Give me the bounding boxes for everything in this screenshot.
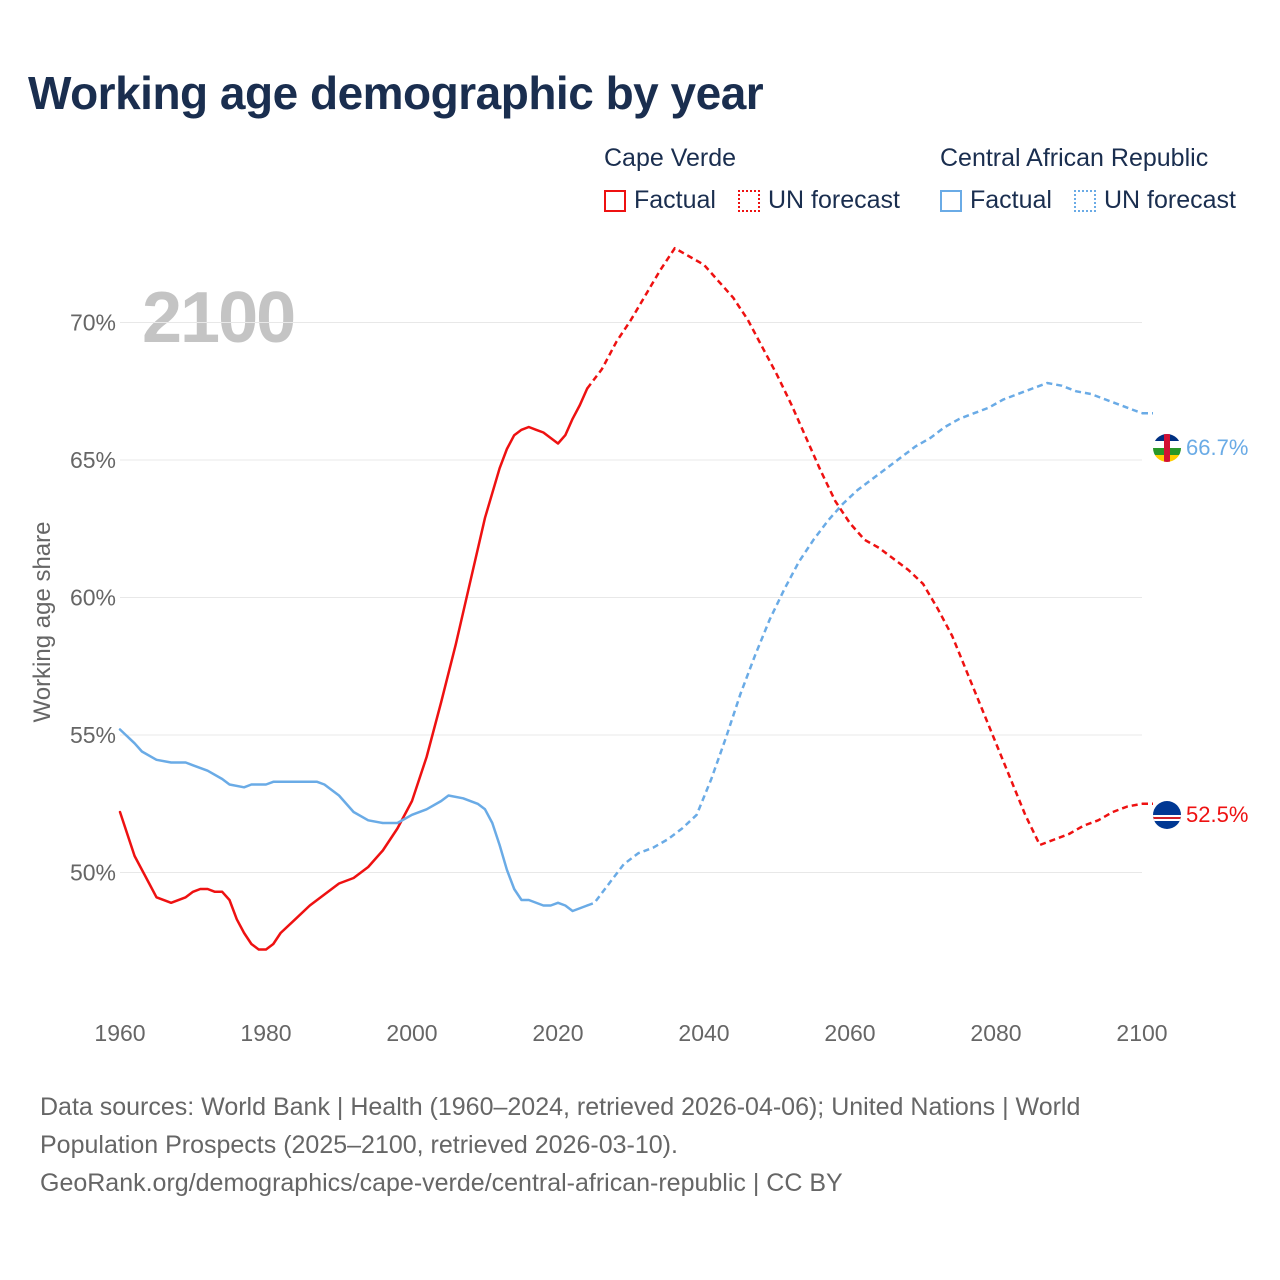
y-tick-label: 70% (70, 310, 116, 336)
footer-line: Data sources: World Bank | Health (1960–… (40, 1093, 1081, 1121)
footer-line: GeoRank.org/demographics/cape-verde/cent… (40, 1169, 843, 1197)
year-watermark: 2100 (142, 278, 294, 358)
chart-title: Working age demographic by year (28, 67, 764, 119)
legend-group-cape-verde: Cape Verde (604, 144, 737, 172)
cape-verde-forecast-line (586, 246, 1143, 847)
legend-item-cape-verde-forecast[interactable]: UN forecast (738, 186, 900, 215)
legend-item-cape-verde-factual[interactable]: Factual (604, 186, 716, 215)
legend-swatch-solid (940, 189, 962, 212)
x-tick-label: 1980 (240, 1020, 291, 1046)
legend-item-car-factual[interactable]: Factual (940, 186, 1052, 215)
legend-swatch-dotted (1074, 189, 1096, 212)
central-african-republic-factual-line (118, 728, 589, 913)
legend-label: UN forecast (1104, 186, 1236, 214)
y-tick-label: 65% (70, 447, 116, 473)
x-tick-label: 2080 (970, 1020, 1021, 1046)
series-lines (118, 246, 1153, 951)
legend-swatch-solid (604, 189, 626, 212)
data-sources-footer: Data sources: World Bank | Health (1960–… (40, 1088, 1240, 1202)
x-tick-label: 2000 (386, 1020, 437, 1046)
x-tick-label: 1960 (94, 1020, 145, 1046)
x-tick-label: 2040 (678, 1020, 729, 1046)
y-axis-label: Working age share (29, 522, 56, 723)
x-tick-label: 2100 (1116, 1020, 1167, 1046)
y-tick-label: 55% (70, 722, 116, 748)
central-african-republic-forecast-line (586, 381, 1143, 907)
footer-line: Population Prospects (2025–2100, retriev… (40, 1131, 678, 1159)
end-label-cape-verde: 52.5% (1186, 802, 1248, 827)
grid-lines (120, 322, 1142, 873)
y-tick-label: 50% (70, 860, 116, 886)
x-tick-label: 2060 (824, 1020, 875, 1046)
legend-label: UN forecast (768, 186, 900, 214)
legend-group-central-african-republic: Central African Republic (940, 144, 1209, 172)
legend-item-car-forecast[interactable]: UN forecast (1074, 186, 1236, 215)
x-tick-label: 2020 (532, 1020, 583, 1046)
x-axis-ticks: 1960 1980 2000 2020 2040 2060 2080 2100 (94, 1020, 1167, 1046)
cape-verde-flag-icon (1153, 801, 1181, 829)
cape-verde-factual-line (118, 387, 589, 951)
legend-label: Factual (634, 186, 716, 214)
central-african-republic-flag-icon (1153, 434, 1181, 462)
y-axis-ticks: 50% 55% 60% 65% 70% (70, 310, 116, 886)
legend-swatch-dotted (738, 189, 760, 212)
y-tick-label: 60% (70, 585, 116, 611)
legend-label: Factual (970, 186, 1052, 214)
end-label-central-african-republic: 66.7% (1186, 435, 1248, 460)
